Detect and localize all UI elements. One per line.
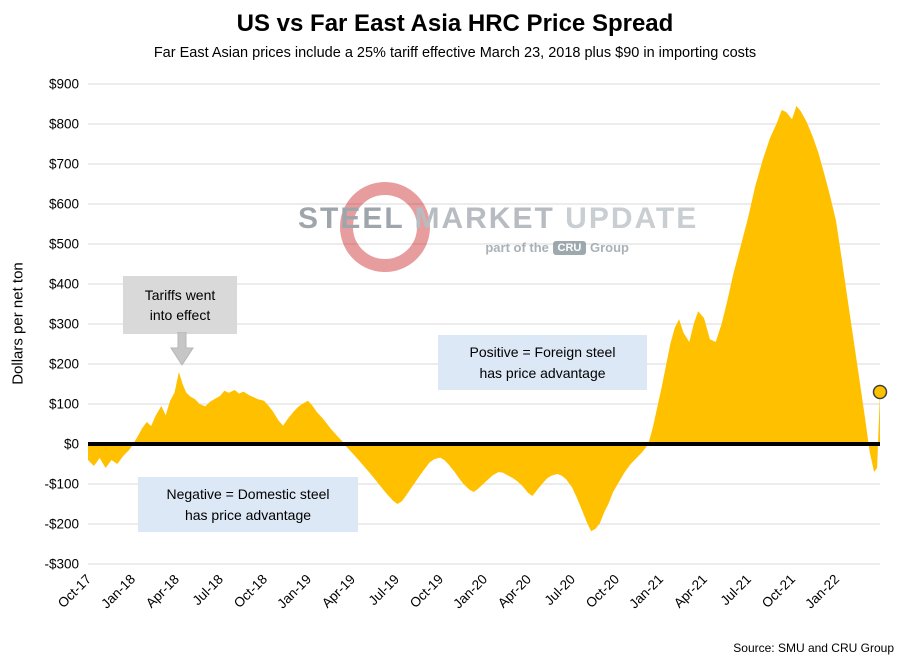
x-tick-label: Jul-19 (366, 572, 403, 609)
y-tick-label: $600 (49, 197, 79, 212)
area-series (88, 106, 880, 532)
x-tick-label: Jul-21 (718, 572, 755, 609)
y-tick-label: $400 (49, 277, 79, 292)
x-tick-label: Jan-20 (450, 572, 490, 612)
x-tick-label: Jul-20 (542, 572, 579, 609)
source-credit: Source: SMU and CRU Group (733, 641, 894, 655)
x-tick-label: Oct-20 (583, 572, 622, 611)
x-tick-label: Oct-18 (231, 572, 270, 611)
x-tick-label: Jan-18 (98, 572, 138, 612)
y-tick-label: $200 (49, 357, 79, 372)
y-tick-label: $300 (49, 317, 79, 332)
x-tick-label: Apr-18 (143, 572, 182, 611)
x-tick-label: Oct-17 (55, 572, 94, 611)
annotation-positive: Positive = Foreign steel has price advan… (438, 335, 647, 390)
annotation-negative: Negative = Domestic steel has price adva… (138, 477, 358, 532)
x-tick-label: Oct-21 (759, 572, 798, 611)
x-tick-label: Jan-22 (802, 572, 842, 612)
y-tick-label: $0 (64, 437, 79, 452)
x-tick-label: Oct-19 (407, 572, 446, 611)
y-tick-label: -$100 (44, 477, 79, 492)
x-tick-label: Apr-19 (319, 572, 358, 611)
y-tick-label: $700 (49, 157, 79, 172)
annotation-tariffs: Tariffs went into effect (123, 276, 237, 334)
chart-title: US vs Far East Asia HRC Price Spread (236, 10, 674, 37)
end-marker (872, 384, 888, 400)
y-tick-label: $800 (49, 117, 79, 132)
x-tick-label: Apr-20 (495, 572, 534, 611)
x-tick-label: Jan-19 (274, 572, 314, 612)
y-tick-label: $500 (49, 237, 79, 252)
y-tick-label: -$300 (44, 557, 79, 572)
y-tick-label: $900 (49, 77, 79, 92)
x-tick-label: Apr-21 (671, 572, 710, 611)
y-tick-label: -$200 (44, 517, 79, 532)
x-tick-label: Jan-21 (626, 572, 666, 612)
chart-subtitle: Far East Asian prices include a 25% tari… (153, 45, 757, 61)
y-tick-label: $100 (49, 397, 79, 412)
x-tick-label: Jul-18 (190, 572, 227, 609)
down-arrow-icon (170, 332, 194, 366)
